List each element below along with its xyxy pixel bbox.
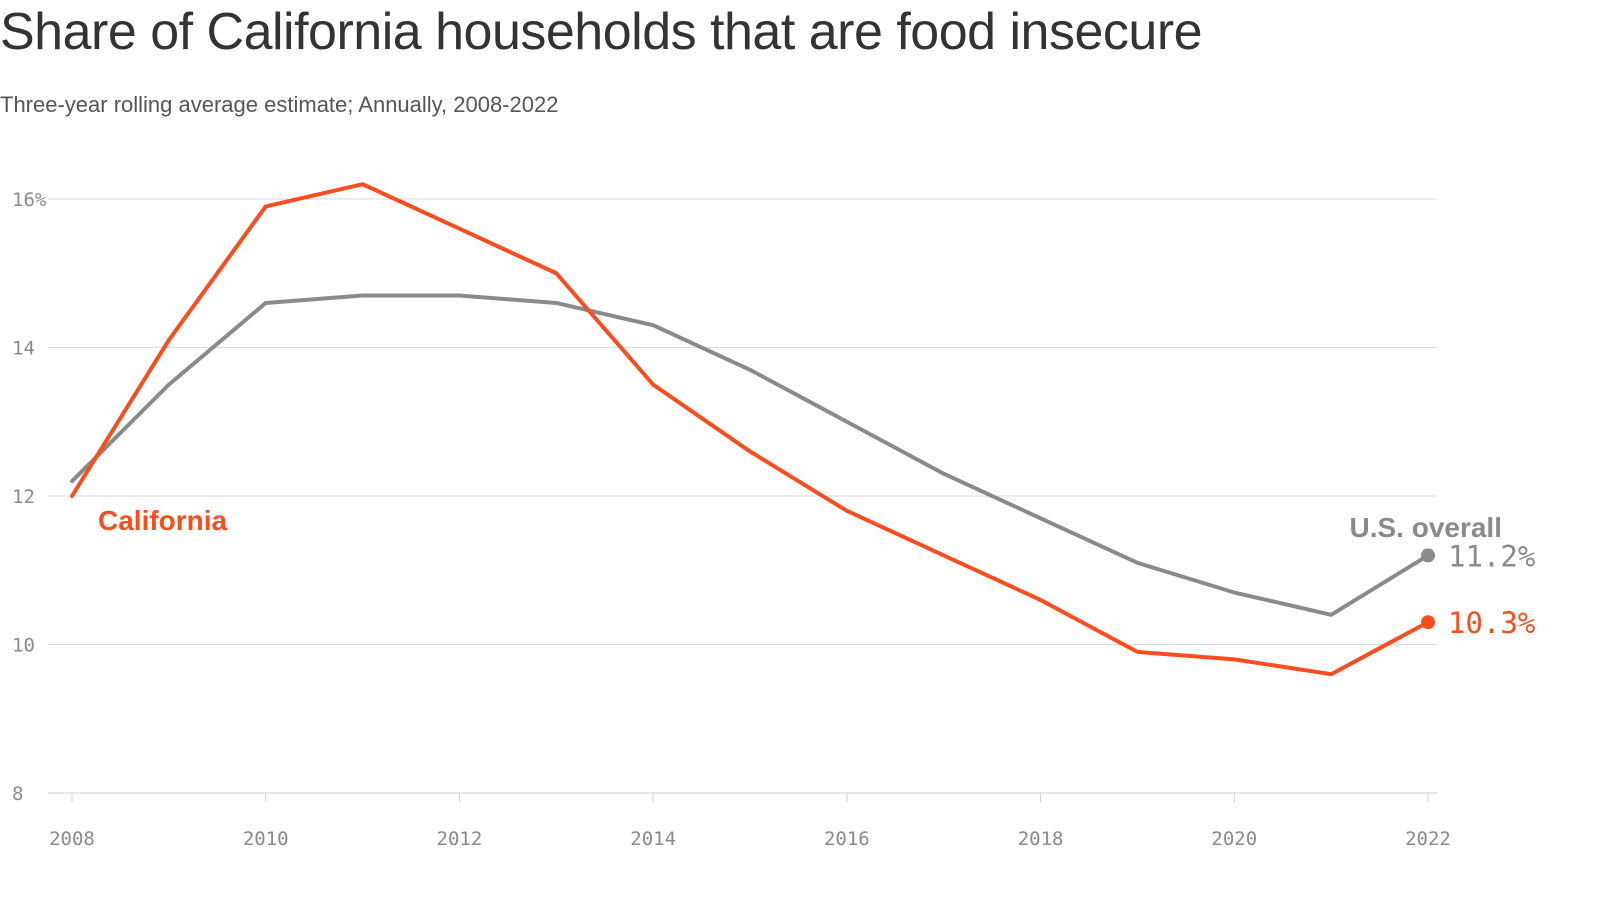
california-line <box>70 182 1430 677</box>
y-tick-label: 10 <box>12 635 35 657</box>
series-lines <box>70 182 1435 677</box>
y-tick-label: 8 <box>12 783 23 805</box>
series-labels: 10.3% 11.2% California U.S. overall <box>98 505 1535 640</box>
x-tick-label: 2018 <box>1018 828 1064 850</box>
x-axis: 2008 2010 2012 2014 2016 2018 2020 2022 <box>49 793 1451 850</box>
x-tick-label: 2012 <box>437 828 483 850</box>
us-overall-end-value: 11.2% <box>1448 539 1535 573</box>
y-tick-label: 14 <box>12 338 35 360</box>
x-tick-label: 2010 <box>243 828 289 850</box>
california-series-label: California <box>98 505 228 536</box>
x-tick-label: 2022 <box>1405 828 1451 850</box>
gridlines: 8 10 12 14 16% <box>12 189 1437 805</box>
x-tick-label: 2020 <box>1211 828 1257 850</box>
x-tick-label: 2016 <box>824 828 870 850</box>
x-tick-label: 2014 <box>630 828 676 850</box>
x-tick-label: 2008 <box>49 828 95 850</box>
y-tick-label: 12 <box>12 486 35 508</box>
us-overall-end-point <box>1421 548 1435 563</box>
us-overall-series-label: U.S. overall <box>1349 512 1502 543</box>
chart-title: Share of California households that are … <box>0 3 1203 61</box>
y-tick-label: 16% <box>12 189 47 211</box>
us-overall-line <box>70 293 1430 617</box>
california-end-value: 10.3% <box>1448 606 1535 640</box>
california-end-point <box>1421 615 1435 630</box>
chart-subtitle: Three-year rolling average estimate; Ann… <box>0 92 559 117</box>
